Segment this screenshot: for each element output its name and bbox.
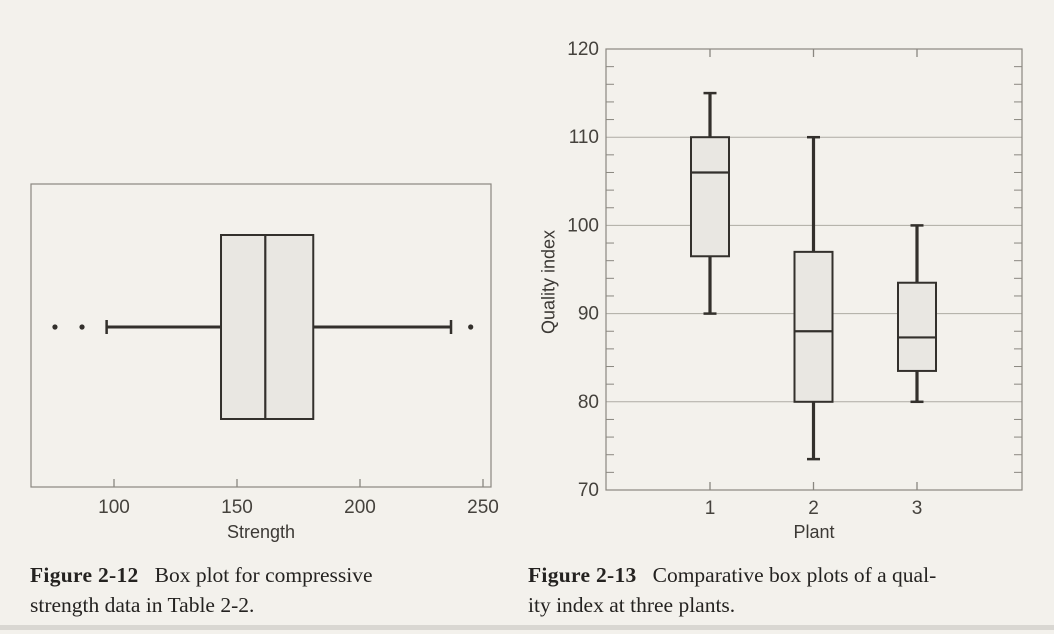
- iqr-box: [793, 250, 834, 403]
- figure-2-12-caption-line-1: Box plot for compressive: [154, 563, 373, 587]
- strength-tick-label: 100: [98, 497, 130, 518]
- plant-tick-label: 3: [912, 498, 923, 519]
- quality-index-tick-label: 80: [578, 392, 599, 413]
- quality-index-axis-title: Quality index: [538, 229, 559, 335]
- plant-axis-title: Plant: [793, 522, 835, 542]
- iqr-box: [897, 281, 937, 372]
- quality-index-tick-label: 70: [578, 480, 599, 501]
- outlier-point: [52, 324, 58, 330]
- outlier-point: [79, 324, 85, 330]
- quality-index-tick-label: 90: [578, 304, 599, 325]
- figure-2-13-caption: Figure 2-13 Comparative box plots of a qu…: [528, 560, 1040, 620]
- plant-tick-label: 1: [705, 498, 716, 519]
- figure-2-13-label: Figure 2-13: [528, 563, 637, 587]
- strength-tick-label: 250: [467, 497, 499, 518]
- figure-2-12-frame: [30, 183, 492, 488]
- quality-index-tick-label: 120: [567, 39, 599, 60]
- strength-axis-title: Strength: [226, 522, 296, 542]
- figure-2-13-caption-line-1: Comparative box plots of a qual-: [652, 563, 937, 587]
- plant-tick-label: 2: [808, 498, 819, 519]
- iqr-box: [690, 136, 730, 258]
- quality-box-plot-plant-1: [690, 91, 730, 315]
- strength-box-plot: [52, 234, 474, 420]
- figure-2-12-label: Figure 2-12: [30, 563, 139, 587]
- quality-index-tick-label: 110: [569, 127, 599, 148]
- strength-tick-label: 200: [344, 497, 376, 518]
- quality-index-tick-label: 100: [567, 215, 599, 236]
- figure-2-13-caption-line-2: ity index at three plants.: [528, 593, 736, 617]
- figure-2-12-caption-line-2: strength data in Table 2-2.: [30, 593, 255, 617]
- figure-2-12-caption: Figure 2-12 Box plot for compressive stre…: [30, 560, 500, 620]
- quality-box-plot-plant-2: [793, 135, 834, 461]
- iqr-box: [220, 234, 315, 420]
- strength-tick-label: 150: [221, 497, 253, 518]
- quality-box-plot-plant-3: [897, 224, 937, 404]
- outlier-point: [468, 324, 474, 330]
- scan-artifact-band: [0, 625, 1054, 630]
